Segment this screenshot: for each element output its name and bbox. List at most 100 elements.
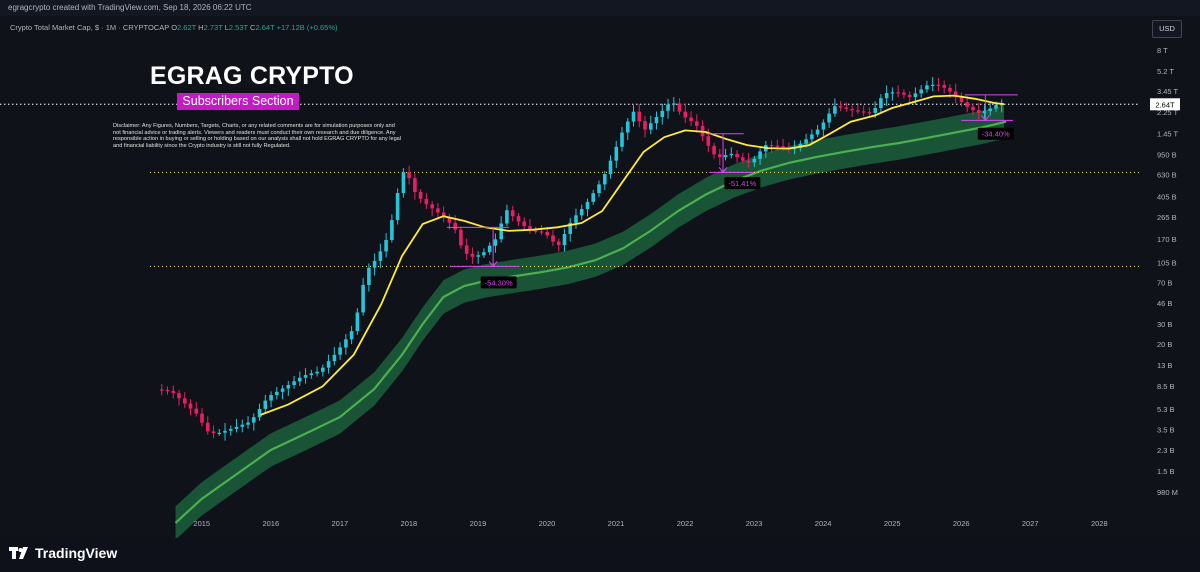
- candle-body: [626, 121, 630, 133]
- candle: [160, 383, 164, 396]
- candle: [275, 387, 279, 400]
- candle: [965, 96, 969, 113]
- price-tick-label: 1.5 B: [1157, 467, 1175, 476]
- candle-body: [827, 113, 831, 123]
- currency-button[interactable]: USD: [1152, 20, 1182, 38]
- candle: [614, 140, 619, 169]
- candle: [689, 111, 693, 126]
- candle-body: [792, 148, 797, 150]
- candle: [384, 233, 388, 258]
- candle-body: [407, 172, 411, 179]
- candle: [838, 101, 843, 112]
- candle-body: [344, 339, 348, 348]
- candle: [246, 416, 250, 429]
- candle: [206, 416, 210, 435]
- candle: [194, 402, 199, 417]
- candle-body: [591, 193, 595, 202]
- candle-body: [482, 252, 486, 256]
- drawdown-label-text: -54.30%: [485, 278, 513, 287]
- candle: [361, 278, 365, 316]
- candle-body: [493, 239, 498, 246]
- price-tick-label: 8.5 B: [1157, 382, 1175, 391]
- candle-body: [585, 201, 590, 209]
- candle: [269, 391, 273, 408]
- candle-body: [752, 158, 757, 163]
- candle-body: [321, 367, 325, 372]
- time-tick-label: 2028: [1091, 519, 1108, 528]
- candle-body: [539, 231, 544, 233]
- drawdown-label-box: [977, 127, 1014, 140]
- candle: [631, 105, 636, 127]
- candle-body: [401, 172, 406, 194]
- price-tick-label: 2.3 B: [1157, 446, 1175, 455]
- candle-body: [746, 160, 751, 163]
- legend-open-value: 2.62T: [177, 23, 197, 32]
- price-tick-label: 105 B: [1157, 259, 1177, 268]
- candle-body: [217, 432, 222, 434]
- candle-body: [574, 215, 578, 223]
- candle: [672, 97, 676, 112]
- candle-body: [361, 284, 365, 313]
- candle: [436, 203, 440, 220]
- candle: [867, 107, 872, 117]
- drawdown-marker-2: [961, 94, 1018, 122]
- candle-body: [953, 91, 958, 98]
- candle-body: [643, 121, 647, 130]
- time-tick-label: 2027: [1022, 519, 1039, 528]
- candle: [470, 247, 475, 264]
- candle: [533, 226, 538, 234]
- candle: [516, 212, 521, 226]
- candle-body: [424, 198, 429, 205]
- candle: [649, 115, 653, 135]
- candle: [424, 192, 429, 210]
- candle-body: [695, 121, 699, 126]
- candle: [723, 148, 728, 161]
- price-chart[interactable]: -54.30% -51.41% -34.40% 8 T 5.2 T 3.45 T 2.25 …: [0, 0, 1200, 538]
- candle-body: [689, 117, 693, 122]
- candle-body: [890, 92, 895, 94]
- candle: [309, 369, 314, 379]
- candle: [856, 103, 860, 115]
- candle-body: [533, 230, 538, 232]
- candle-body: [781, 146, 785, 148]
- candle: [919, 85, 923, 98]
- candle-body: [873, 108, 877, 113]
- candle-body: [620, 132, 624, 147]
- tradingview-logo[interactable]: TradingView: [9, 545, 117, 561]
- candle-body: [844, 107, 849, 109]
- candle: [718, 148, 722, 166]
- candle: [608, 155, 613, 179]
- candle: [603, 171, 607, 191]
- candle-body: [349, 331, 354, 340]
- drawdown-label-1: -51.41%: [724, 177, 761, 190]
- candle: [551, 229, 555, 247]
- candle: [188, 399, 193, 416]
- legend-low-value: 2.53T: [228, 23, 248, 32]
- candle-body: [165, 389, 170, 392]
- candle-body: [902, 92, 906, 95]
- candle: [769, 140, 774, 154]
- candle-body: [677, 103, 682, 112]
- candle-body: [263, 400, 268, 409]
- price-tick-label: 3.5 B: [1157, 425, 1175, 434]
- candle: [556, 238, 561, 252]
- candle: [332, 346, 337, 366]
- candle: [493, 233, 498, 253]
- legend-open-label: O: [171, 23, 178, 32]
- price-tick-label: 30 B: [1157, 320, 1172, 329]
- candle-body: [188, 403, 193, 409]
- candle: [579, 204, 584, 220]
- candle-body: [487, 245, 492, 253]
- candle: [988, 102, 992, 116]
- candle-body: [959, 97, 964, 103]
- candle-body: [660, 110, 665, 117]
- candle: [407, 165, 411, 185]
- candle-body: [246, 422, 250, 425]
- candle-body: [183, 398, 187, 404]
- candle: [378, 243, 383, 269]
- candle: [234, 418, 239, 433]
- candle-body: [672, 103, 676, 105]
- candle-body: [332, 354, 337, 362]
- candle-body: [234, 426, 239, 429]
- candle-body: [965, 102, 969, 107]
